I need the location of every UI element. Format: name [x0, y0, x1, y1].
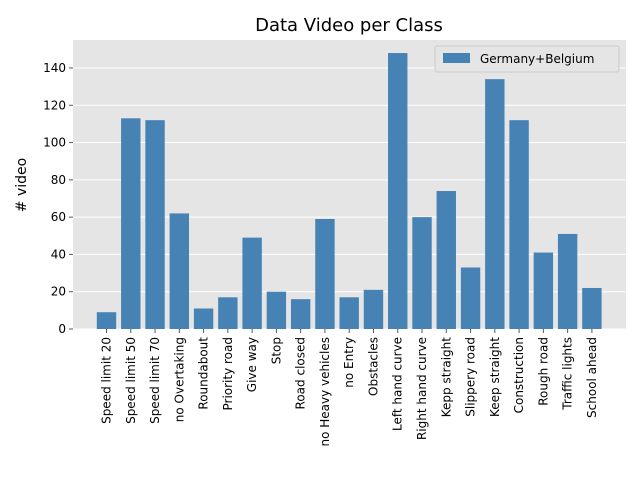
x-tick-label: Left hand curve [391, 337, 405, 431]
x-tick-label: no Heavy vehicles [318, 337, 332, 447]
bar [218, 297, 238, 329]
bar [412, 217, 432, 329]
y-tick-label: 100 [43, 136, 66, 150]
legend-swatch [443, 53, 470, 63]
grid-lines [73, 67, 626, 330]
x-tick-label: Stop [269, 337, 283, 364]
bar [315, 218, 335, 329]
y-tick-label: 80 [51, 173, 66, 187]
y-tick-label: 140 [43, 61, 66, 75]
bar [96, 312, 117, 329]
bar [266, 291, 287, 329]
bar [121, 118, 141, 329]
bar [533, 252, 554, 329]
bar [290, 299, 311, 329]
y-tick-label: 40 [51, 247, 66, 261]
x-tick-label: Roundabout [197, 337, 211, 410]
x-tick-label: School ahead [585, 337, 599, 418]
x-tick-label: no Overtaking [172, 337, 186, 422]
y-axis-label: # video [14, 158, 30, 212]
bar [557, 233, 578, 329]
bar [485, 79, 505, 329]
bar [436, 191, 456, 329]
y-tick-label: 60 [51, 210, 66, 224]
y-axis-ticks: 0 20 40 60 80 100 120 140 [43, 61, 73, 336]
chart-title: Data Video per Class [255, 15, 443, 36]
x-tick-label: Speed limit 20 [100, 337, 114, 424]
x-tick-label: Right hand curve [415, 337, 429, 440]
x-tick-label: Construction [512, 337, 526, 413]
legend-box [434, 45, 620, 73]
x-tick-label: Speed limit 50 [124, 337, 138, 424]
bar [582, 287, 602, 329]
bar [509, 120, 529, 329]
bar [193, 308, 214, 329]
bar [169, 213, 190, 329]
y-tick-label: 120 [43, 98, 66, 112]
x-tick-label: Obstacles [366, 337, 380, 396]
bar [145, 120, 165, 329]
x-tick-label: Rough road [536, 337, 550, 406]
bar [242, 237, 262, 329]
x-tick-label: Give way [245, 337, 259, 392]
legend-label: Germany+Belgium [480, 52, 594, 66]
x-tick-label: Slippery road [464, 337, 478, 417]
x-tick-label: no Entry [342, 337, 356, 388]
x-tick-label: Keep straight [488, 337, 502, 417]
x-tick-label: Traffic lights [561, 337, 575, 411]
y-tick-label: 0 [58, 322, 66, 336]
bar [339, 297, 359, 329]
bar [363, 289, 384, 329]
x-tick-label: Kepp straight [439, 337, 453, 418]
bar [388, 53, 408, 330]
x-tick-label: Speed limit 70 [148, 337, 162, 424]
y-tick-label: 20 [51, 285, 66, 299]
bar [460, 267, 481, 329]
legend: Germany+Belgium [434, 45, 620, 73]
x-tick-label: Priority road [221, 337, 235, 411]
bars [96, 53, 602, 330]
x-tick-label: Road closed [294, 337, 308, 409]
x-axis-ticks: Speed limit 20 Speed limit 50 Speed limit … [100, 329, 599, 447]
